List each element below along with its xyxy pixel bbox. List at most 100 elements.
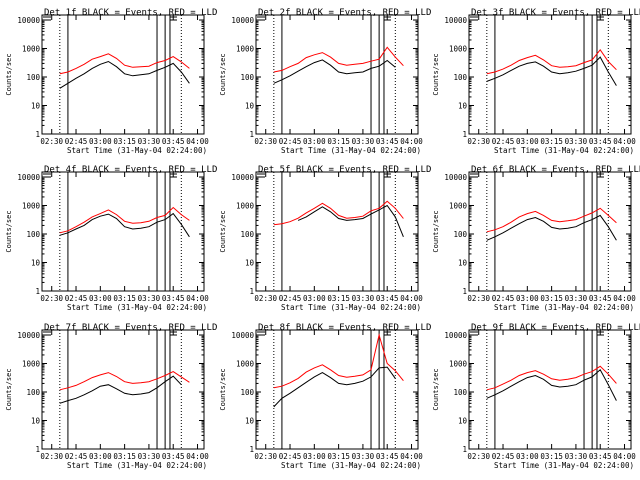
x-axis-label: Start Time (31-May-04 02:24:00) bbox=[494, 146, 634, 155]
series-line-events bbox=[59, 212, 190, 238]
y-tick-label: 10 bbox=[245, 102, 255, 111]
x-tick-label: 02:45 bbox=[65, 452, 88, 461]
y-axis-label: Counts/sec bbox=[5, 210, 13, 252]
series-line-lld bbox=[59, 371, 190, 391]
panel-5: Det 5f BLACK = Events, RED = LLD 1 10 100 10… bbox=[219, 165, 431, 312]
panel-9: Det 9f BLACK = Events, RED = LLD 1 10 100 10… bbox=[432, 323, 640, 470]
y-tick-label: 1000 bbox=[236, 45, 255, 54]
series-line-lld bbox=[486, 48, 617, 75]
panel-title: Det 6f BLACK = Events, RED = LLD bbox=[471, 165, 640, 175]
series-line-lld bbox=[273, 200, 404, 226]
corner-marker bbox=[470, 331, 478, 336]
y-axis-label: Counts/sec bbox=[5, 368, 13, 410]
y-tick-label: 10000 bbox=[444, 331, 467, 340]
x-tick-label: 03:30 bbox=[352, 137, 375, 146]
panel-title: Det 7f BLACK = Events, RED = LLD bbox=[44, 323, 217, 333]
x-tick-label: 02:45 bbox=[279, 452, 302, 461]
series-line-lld bbox=[59, 53, 190, 75]
x-tick-label: 02:45 bbox=[65, 294, 88, 303]
y-tick-label: 1 bbox=[35, 287, 40, 296]
corner-marker bbox=[169, 16, 177, 21]
corner-marker bbox=[169, 331, 177, 336]
y-tick-label: 10 bbox=[458, 417, 468, 426]
x-tick-label: 02:30 bbox=[254, 452, 277, 461]
panel-title: Det 3f BLACK = Events, RED = LLD bbox=[471, 8, 640, 18]
series-line-events bbox=[486, 369, 617, 401]
y-tick-label: 10000 bbox=[17, 16, 40, 25]
x-tick-label: 03:00 bbox=[303, 294, 326, 303]
y-tick-label: 10 bbox=[31, 102, 41, 111]
x-axis-label: Start Time (31-May-04 02:24:00) bbox=[281, 146, 421, 155]
y-tick-label: 1 bbox=[462, 287, 467, 296]
x-tick-label: 04:00 bbox=[613, 452, 636, 461]
x-tick-label: 03:30 bbox=[352, 294, 375, 303]
corner-marker bbox=[470, 173, 478, 178]
y-axis-label: Counts/sec bbox=[432, 210, 440, 252]
y-tick-label: 1000 bbox=[449, 202, 468, 211]
x-tick-label: 03:45 bbox=[376, 137, 399, 146]
y-tick-label: 1 bbox=[249, 130, 254, 139]
panel-title: Det 4f BLACK = Events, RED = LLD bbox=[44, 165, 217, 175]
panel-title: Det 8f BLACK = Events, RED = LLD bbox=[258, 323, 431, 333]
y-tick-label: 1 bbox=[462, 130, 467, 139]
y-tick-label: 1000 bbox=[449, 45, 468, 54]
y-tick-label: 1000 bbox=[22, 45, 41, 54]
y-tick-label: 100 bbox=[453, 388, 467, 397]
x-tick-label: 03:45 bbox=[589, 137, 612, 146]
x-tick-label: 03:00 bbox=[516, 294, 539, 303]
x-tick-label: 03:15 bbox=[327, 137, 350, 146]
y-tick-label: 1000 bbox=[236, 202, 255, 211]
x-tick-label: 02:30 bbox=[467, 452, 490, 461]
x-tick-label: 04:00 bbox=[400, 294, 423, 303]
y-axis-label: Counts/sec bbox=[219, 368, 227, 410]
x-tick-label: 02:30 bbox=[254, 294, 277, 303]
x-tick-label: 04:00 bbox=[400, 452, 423, 461]
x-axis-label: Start Time (31-May-04 02:24:00) bbox=[281, 461, 421, 470]
y-tick-label: 1000 bbox=[22, 360, 41, 369]
x-axis-label: Start Time (31-May-04 02:24:00) bbox=[67, 146, 207, 155]
y-tick-label: 1 bbox=[249, 287, 254, 296]
y-axis-label: Counts/sec bbox=[432, 53, 440, 95]
x-tick-label: 04:00 bbox=[186, 452, 209, 461]
y-tick-label: 1000 bbox=[22, 202, 41, 211]
plot-frame bbox=[41, 14, 205, 135]
series-line-lld bbox=[273, 333, 404, 389]
series-line-events bbox=[273, 59, 396, 84]
x-tick-label: 03:00 bbox=[303, 452, 326, 461]
series-line-events bbox=[297, 204, 404, 237]
y-tick-label: 10000 bbox=[231, 173, 254, 182]
x-tick-label: 02:45 bbox=[279, 137, 302, 146]
plot-frame bbox=[255, 329, 419, 450]
x-tick-label: 03:30 bbox=[565, 137, 588, 146]
x-axis-label: Start Time (31-May-04 02:24:00) bbox=[494, 303, 634, 312]
y-tick-label: 10000 bbox=[444, 173, 467, 182]
x-tick-label: 03:00 bbox=[89, 452, 112, 461]
y-tick-label: 10 bbox=[31, 259, 41, 268]
x-tick-label: 03:45 bbox=[376, 452, 399, 461]
series-line-events bbox=[273, 366, 396, 408]
panel-3: Det 3f BLACK = Events, RED = LLD 1 10 100 10… bbox=[432, 8, 640, 155]
y-tick-label: 10000 bbox=[17, 173, 40, 182]
panel-2: Det 2f BLACK = Events, RED = LLD 1 10 100 10… bbox=[219, 8, 431, 155]
x-tick-label: 03:15 bbox=[540, 137, 563, 146]
x-tick-label: 02:30 bbox=[467, 137, 490, 146]
x-tick-label: 02:45 bbox=[279, 294, 302, 303]
panel-title: Det 9f BLACK = Events, RED = LLD bbox=[471, 323, 640, 333]
x-tick-label: 04:00 bbox=[186, 294, 209, 303]
x-tick-label: 02:30 bbox=[467, 294, 490, 303]
x-tick-label: 03:45 bbox=[589, 452, 612, 461]
panel-1: Det 1f BLACK = Events, RED = LLD 1 10 100 10… bbox=[5, 8, 217, 155]
y-axis-label: Counts/sec bbox=[5, 53, 13, 95]
y-tick-label: 100 bbox=[240, 388, 254, 397]
x-tick-label: 03:15 bbox=[113, 294, 136, 303]
corner-marker bbox=[596, 173, 604, 178]
y-tick-label: 10 bbox=[245, 259, 255, 268]
x-tick-label: 03:00 bbox=[516, 452, 539, 461]
y-tick-label: 1000 bbox=[449, 360, 468, 369]
corner-marker bbox=[383, 16, 391, 21]
x-tick-label: 03:30 bbox=[565, 294, 588, 303]
corner-marker bbox=[470, 16, 478, 21]
corner-marker bbox=[169, 173, 177, 178]
x-tick-label: 03:45 bbox=[162, 294, 185, 303]
y-tick-label: 10000 bbox=[231, 331, 254, 340]
